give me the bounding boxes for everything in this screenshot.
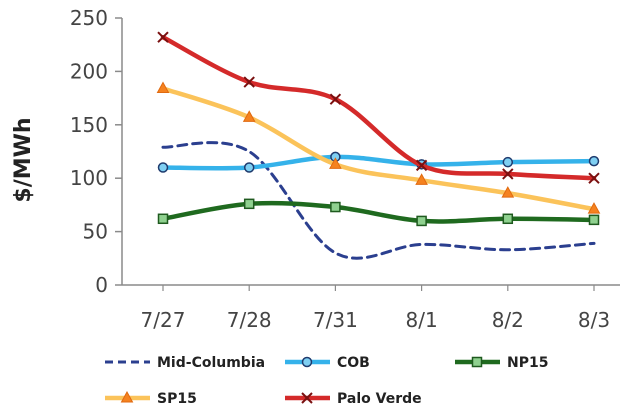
legend-marker-sp15 bbox=[120, 390, 134, 403]
series-line-mid-columbia bbox=[161, 141, 596, 260]
data-point-palo-verde bbox=[415, 159, 428, 172]
series-line-palo-verde bbox=[160, 34, 597, 181]
data-point-np15 bbox=[157, 213, 169, 225]
data-point-cob bbox=[502, 156, 514, 168]
y-tick-label: 50 bbox=[83, 220, 108, 244]
data-point-sp15 bbox=[415, 173, 428, 185]
legend-item-palo-verde: Palo Verde bbox=[285, 391, 422, 407]
data-point-sp15 bbox=[501, 186, 515, 198]
data-point-cob bbox=[588, 155, 600, 167]
data-point-np15 bbox=[502, 213, 514, 225]
y-tick-label: 200 bbox=[70, 59, 108, 83]
y-tick-label: 100 bbox=[70, 166, 108, 190]
data-point-sp15 bbox=[587, 202, 601, 214]
data-point-sp15 bbox=[329, 157, 342, 169]
x-tick-label: 8/2 bbox=[492, 308, 524, 332]
data-point-sp15 bbox=[156, 81, 170, 93]
x-tick-label: 7/28 bbox=[227, 308, 272, 332]
data-point-sp15 bbox=[242, 110, 256, 122]
legend-item-mid-columbia: Mid-Columbia bbox=[105, 355, 265, 371]
data-point-palo-verde bbox=[588, 172, 600, 184]
x-tick-label: 8/3 bbox=[578, 308, 610, 332]
data-point-np15 bbox=[588, 214, 600, 226]
data-point-np15 bbox=[416, 215, 427, 227]
series-line-np15 bbox=[160, 200, 597, 224]
x-tick-label: 8/1 bbox=[406, 308, 438, 332]
data-point-cob bbox=[243, 162, 255, 173]
series-line-sp15 bbox=[160, 86, 597, 212]
legend-label-cob: COB bbox=[337, 355, 370, 371]
data-point-cob bbox=[157, 162, 169, 173]
x-tick-label: 7/27 bbox=[141, 308, 186, 332]
legend-label-sp15: SP15 bbox=[157, 391, 197, 407]
y-axis-label: $/MWh bbox=[11, 117, 36, 202]
legend-label-mid-columbia: Mid-Columbia bbox=[157, 355, 265, 371]
data-point-palo-verde bbox=[157, 31, 169, 43]
x-tick-label: 7/31 bbox=[313, 308, 358, 332]
data-point-np15 bbox=[330, 201, 341, 213]
data-point-palo-verde bbox=[502, 168, 514, 180]
legend-marker-palo-verde bbox=[301, 392, 313, 404]
legend-marker-cob bbox=[301, 356, 313, 368]
data-point-palo-verde bbox=[329, 93, 342, 105]
legend-label-np15: NP15 bbox=[507, 355, 548, 371]
legend-marker-np15 bbox=[471, 356, 483, 368]
legend-item-sp15: SP15 bbox=[105, 390, 197, 407]
y-tick-label: 0 bbox=[95, 273, 108, 297]
legend-item-cob: COB bbox=[285, 355, 370, 371]
y-tick-label: 150 bbox=[70, 113, 108, 137]
y-tick-label: 250 bbox=[70, 6, 108, 30]
legend-item-np15: NP15 bbox=[455, 355, 548, 371]
data-point-palo-verde bbox=[243, 76, 255, 88]
series-line-cob bbox=[160, 154, 597, 171]
legend-label-palo-verde: Palo Verde bbox=[337, 391, 422, 407]
data-point-np15 bbox=[243, 198, 255, 210]
